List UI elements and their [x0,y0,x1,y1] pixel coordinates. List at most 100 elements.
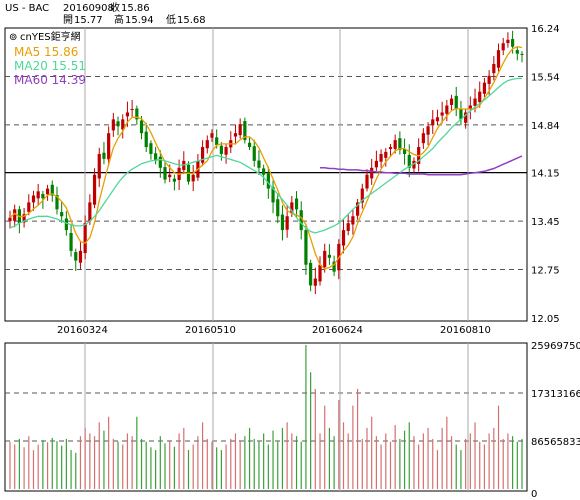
candle-body [332,261,336,272]
candle-body [168,174,172,178]
candle-body [370,167,374,179]
price-y-tick-label: 16.24 [531,24,560,35]
volume-y-tick-label: 86565833 [531,437,580,448]
candle-body [78,250,83,263]
candle-body [511,39,515,47]
candle-body [501,43,505,51]
candle-body [88,202,92,222]
candle-body [464,112,468,123]
candle-body [478,91,482,103]
candle-body [280,214,285,231]
candle-body [299,210,303,231]
candle-body [506,39,510,44]
candle-body [304,230,308,265]
candle-body [262,168,266,175]
volume-y-tick-label: 173131667 [531,389,580,400]
candle-body [107,133,111,160]
candle-body [31,195,36,203]
candle-body [449,98,454,105]
price-y-tick-label: 14.15 [531,169,560,180]
volume-bars [9,345,523,489]
candle-body [60,212,64,217]
candle-body [398,138,402,150]
ma60-line [320,155,523,176]
candle-body [139,120,144,134]
candle-body [421,133,425,144]
header-low-label: 低 [166,13,176,26]
candle-body [473,98,477,106]
candle-body [210,133,214,138]
candle-body [487,75,491,84]
candle-body [327,254,332,258]
candle-body [149,143,153,154]
legend-ma20: MA20 15.51 [14,59,86,73]
candle-body [163,167,167,180]
price-x-tick-label: 20160510 [185,325,236,336]
candle-body [50,184,54,196]
header-date: 20160908 [63,3,114,14]
candle-body [468,105,472,109]
candle-body [233,133,238,137]
candle-body [130,108,134,110]
price-panel-frame [4,27,528,322]
candle-body [102,152,106,159]
candle-body [393,140,397,149]
candle-body [83,223,87,254]
volume-y-tick-label: 0 [531,489,537,500]
candle-body [97,153,101,179]
cnyes-logo: ⊚ [9,32,17,43]
candle-body [111,119,115,131]
ma5-line [9,46,523,270]
candle-body [384,151,388,158]
candle-body [313,278,317,286]
legend-ma60: MA60 14.39 [14,73,86,87]
candle-body [515,50,519,54]
header-close-label: 收 [110,1,120,14]
candle-body [492,63,496,74]
header-low-value: 15.68 [177,15,206,26]
watermark: cnYES鉅亨網 [20,30,81,43]
price-x-axis: 20160324 20160510 20160624 20160810 [57,325,491,336]
price-x-tick-label: 20160324 [57,325,108,336]
price-y-tick-label: 15.54 [531,72,560,83]
candle-body [445,105,449,114]
candle-body [41,194,45,199]
candle-body [323,250,327,268]
price-x-tick-label: 20160624 [312,325,363,336]
candle-body [412,160,416,169]
volume-y-tick-label: 259697500 [531,341,580,352]
candle-body [121,119,125,130]
candle-body [205,140,209,149]
candle-body [224,147,228,155]
candle-body [144,131,148,148]
candle-body [55,195,59,210]
candle-body [341,230,346,246]
volume-grid [5,343,527,491]
candle-body [482,82,487,94]
candle-body [360,188,364,203]
moving-average-lines [9,46,523,270]
header-open-value: 15.77 [74,15,103,26]
candle-body [496,50,501,68]
candle-body [238,124,242,136]
candle-body [294,198,299,210]
candle-body [257,160,261,168]
candle-body [200,147,205,163]
volume-y-axis: 259697500 173131667 86565833 0 [531,341,580,500]
candle-body [13,209,17,221]
candle-body [388,147,393,149]
price-y-tick-label: 12.05 [531,314,560,325]
candle-body [247,142,252,148]
header-high-label: 高 [114,13,124,26]
candle-body [454,95,458,109]
candle-body [252,146,256,161]
candle-body [266,173,270,189]
candle-body [191,174,195,182]
candle-body [520,53,524,55]
header-high-value: 15.94 [125,15,154,26]
candle-body [276,199,280,217]
legend-ma5: MA5 15.86 [14,45,78,59]
price-y-tick-label: 14.84 [531,121,560,132]
